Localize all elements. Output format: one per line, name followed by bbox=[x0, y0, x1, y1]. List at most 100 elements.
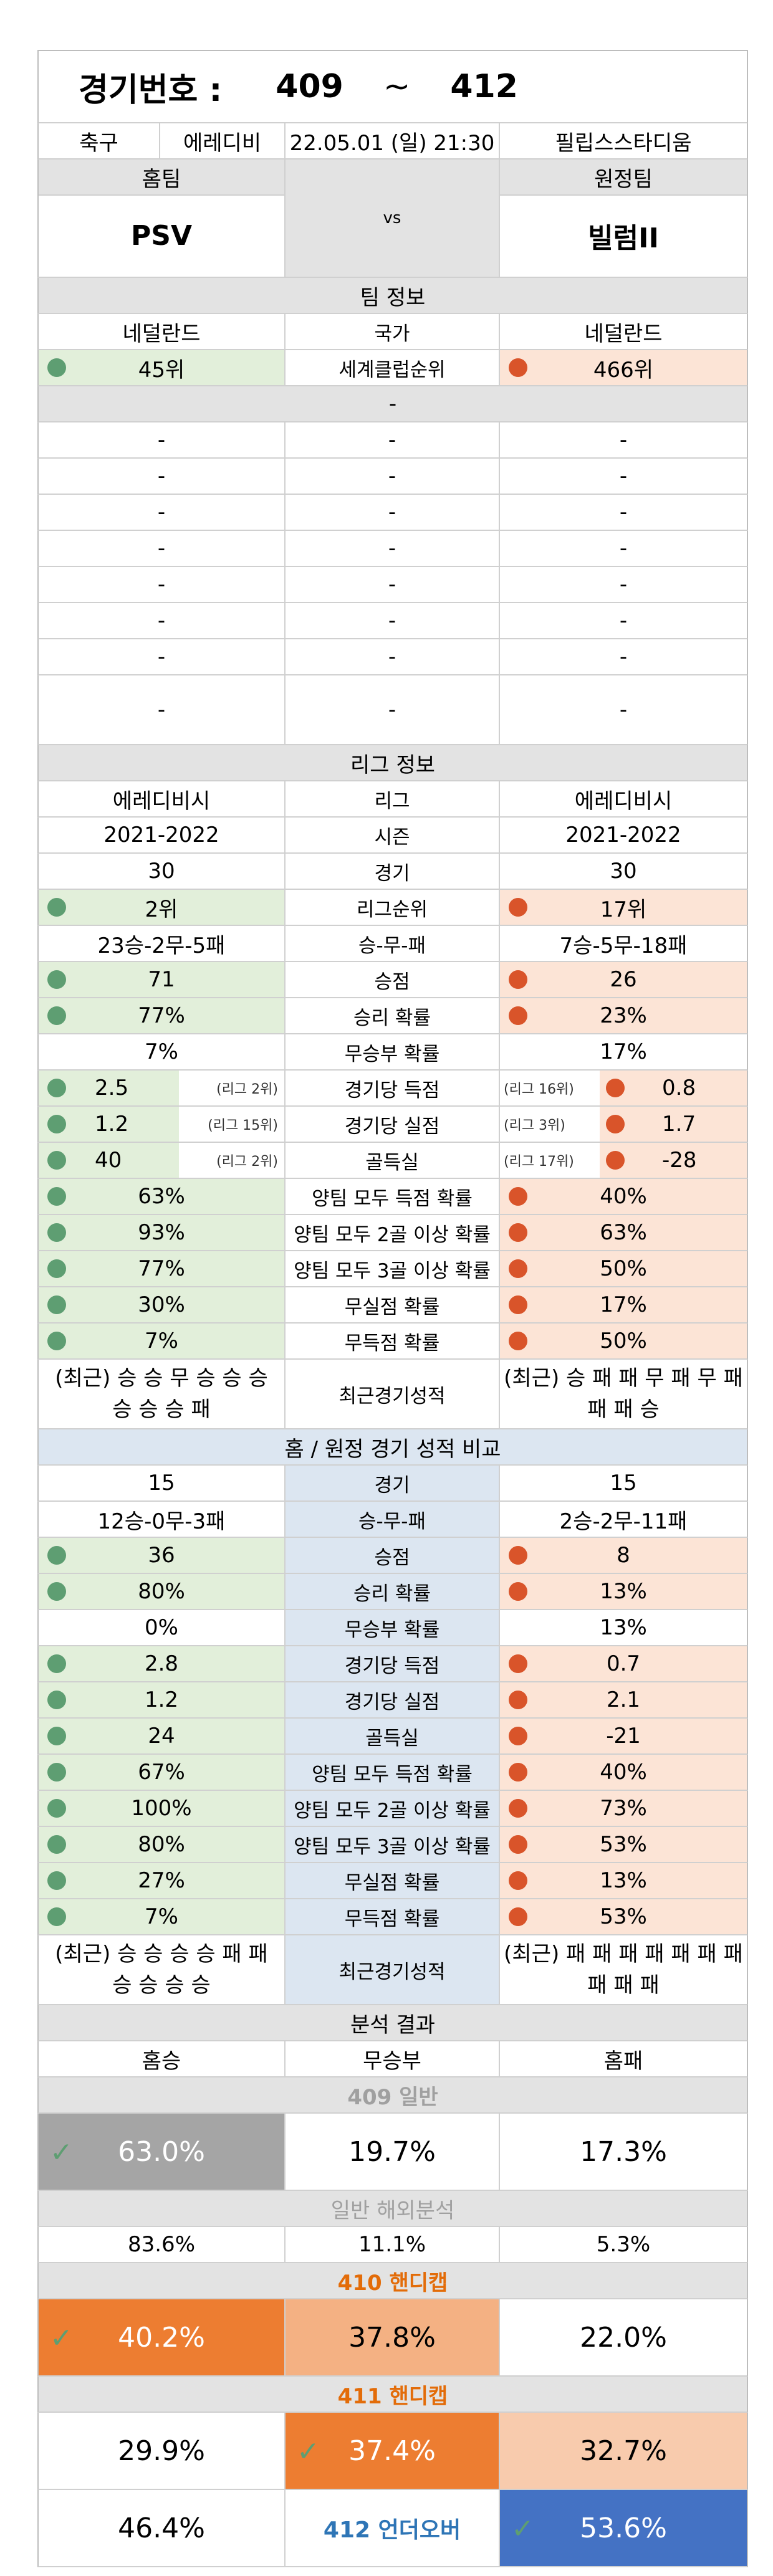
stat-label: 무실점 확률 bbox=[286, 1863, 500, 1898]
away-indicator-dot bbox=[509, 1835, 527, 1854]
away-stat-value: 17위 bbox=[600, 897, 647, 922]
overseas-label-row: 일반 해외분석 bbox=[37, 2191, 748, 2227]
dash-cell: - bbox=[619, 536, 628, 561]
col-draw: 무승부 bbox=[286, 2041, 500, 2076]
stat-label: 리그 bbox=[286, 781, 500, 816]
col-home-loss: 홈패 bbox=[603, 2048, 643, 2074]
league-stat-row: 30 경기 30 bbox=[37, 854, 748, 890]
g409-home-cell: ✓ 63.0% bbox=[39, 2114, 286, 2190]
blank-row: --- bbox=[37, 459, 748, 495]
g411-away: 32.7% bbox=[500, 2413, 747, 2489]
away-stat-value: 50% bbox=[600, 1256, 647, 1281]
ha-recent-row: (최근) 승 승 승 승 패 패 승 승 승 승 최근경기성적 (최근) 패 패… bbox=[37, 1935, 748, 2005]
g410-row: ✓ 40.2% 37.8% 22.0% bbox=[37, 2299, 748, 2377]
g409-away: 17.3% bbox=[580, 2135, 667, 2168]
away-league-rank: (리그 17위) bbox=[504, 1154, 574, 1170]
stat-label: 골득실 bbox=[286, 1143, 500, 1178]
ha-stat-row: 36 승점 8 bbox=[37, 1538, 748, 1574]
dash-cell: - bbox=[39, 603, 286, 638]
home-stat-value: 30 bbox=[148, 859, 175, 884]
analysis-cols-row: 홈승 무승부 홈패 bbox=[37, 2041, 748, 2077]
world-rank-row: 45위 세계클럽순위 466위 bbox=[37, 350, 748, 386]
home-indicator-dot bbox=[47, 1763, 66, 1782]
away-indicator-dot bbox=[509, 1727, 527, 1745]
ha-stat-row: 100% 양팀 모두 2골 이상 확률 73% bbox=[37, 1791, 748, 1827]
away-indicator-dot bbox=[509, 1582, 527, 1601]
home-stat-value: 77% bbox=[138, 1003, 185, 1028]
home-stat-value: 40 bbox=[95, 1148, 122, 1173]
ha-stat-row: 2.8 경기당 득점 0.7 bbox=[37, 1646, 748, 1682]
home-indicator-dot bbox=[47, 1079, 66, 1097]
away-stat-value: 23% bbox=[600, 1003, 647, 1028]
away-stat-value: 17% bbox=[600, 1039, 647, 1064]
stat-label: 경기 bbox=[286, 1466, 500, 1500]
away-stat-cell: 13% bbox=[500, 1574, 747, 1609]
away-stat-value: 8 bbox=[617, 1543, 630, 1568]
dash-cell: - bbox=[286, 675, 500, 744]
stat-label: 경기당 득점 bbox=[286, 1071, 500, 1105]
away-indicator-dot bbox=[509, 1295, 527, 1314]
home-stat-cell: 77% bbox=[39, 1251, 286, 1286]
home-indicator-dot bbox=[47, 1871, 66, 1890]
league-stat-row: 2.5 (리그 2위) 경기당 득점 (리그 16위) 0.8 bbox=[37, 1071, 748, 1107]
away-indicator-dot bbox=[606, 1151, 625, 1170]
away-stat-cell: 50% bbox=[500, 1324, 747, 1358]
away-stat-cell: 2021-2022 bbox=[500, 818, 747, 852]
away-indicator-dot bbox=[509, 1187, 527, 1206]
ha-stat-row: 27% 무실점 확률 13% bbox=[37, 1863, 748, 1899]
league-stat-row: 7% 무승부 확률 17% bbox=[37, 1034, 748, 1071]
g411-draw: 37.4% bbox=[348, 2435, 436, 2467]
dash-cell: - bbox=[286, 422, 500, 457]
dash-cell: - bbox=[286, 639, 500, 674]
away-stat-cell: (리그 3위) 1.7 bbox=[500, 1107, 747, 1142]
g412-label: 412 언더오버 bbox=[286, 2490, 500, 2566]
g412-over-cell: ✓ 53.6% bbox=[500, 2490, 747, 2566]
match-number-tilde: ~ bbox=[383, 68, 411, 105]
home-stat-value: 24 bbox=[148, 1724, 175, 1748]
league-stat-row: 에레디비시 리그 에레디비시 bbox=[37, 781, 748, 818]
home-stat-cell: 12승-0무-3패 bbox=[39, 1502, 286, 1537]
stat-label: 양팀 모두 3골 이상 확률 bbox=[286, 1251, 500, 1286]
away-stat-cell: 17위 bbox=[500, 890, 747, 925]
overseas-draw: 11.1% bbox=[286, 2227, 500, 2262]
home-league-recent-form: (최근) 승 승 무 승 승 승 승 승 승 패 bbox=[39, 1360, 286, 1428]
away-stat-value: 13% bbox=[600, 1579, 647, 1604]
away-stat-cell: 17% bbox=[500, 1034, 747, 1069]
home-stat-cell: 93% bbox=[39, 1215, 286, 1250]
away-stat-value: 40% bbox=[600, 1184, 647, 1209]
home-country: 네덜란드 bbox=[39, 314, 286, 349]
g410-away: 22.0% bbox=[580, 2321, 667, 2354]
home-stat-value: 에레디비시 bbox=[112, 788, 211, 814]
match-number-label: 경기번호 : bbox=[79, 71, 223, 109]
dash-cell: - bbox=[619, 572, 628, 597]
away-stat-cell: 30 bbox=[500, 854, 747, 889]
away-stat-value: 40% bbox=[600, 1760, 647, 1785]
home-stat-value: 80% bbox=[138, 1579, 185, 1604]
match-number-to: 412 bbox=[450, 68, 518, 105]
analysis-header: 분석 결과 bbox=[37, 2005, 748, 2041]
stat-label: 승리 확률 bbox=[286, 998, 500, 1033]
overseas-away: 5.3% bbox=[596, 2232, 651, 2257]
home-stat-cell: 71 bbox=[39, 962, 286, 997]
dash-cell: - bbox=[286, 603, 500, 638]
away-stat-value: 73% bbox=[600, 1796, 647, 1821]
away-indicator-dot bbox=[509, 1332, 527, 1350]
home-stat-value: 36 bbox=[148, 1543, 175, 1568]
home-stat-value: 2.5 bbox=[95, 1076, 129, 1100]
home-ha-recent-form: (최근) 승 승 승 승 패 패 승 승 승 승 bbox=[39, 1935, 286, 2004]
home-stat-value: 0% bbox=[145, 1615, 178, 1640]
blank-row: --- bbox=[37, 531, 748, 567]
home-stat-cell: 80% bbox=[39, 1827, 286, 1862]
g409-label-row: 409 일반 bbox=[37, 2077, 748, 2114]
away-indicator-dot bbox=[509, 1006, 527, 1025]
g410-draw: 37.8% bbox=[286, 2299, 500, 2375]
home-stat-value: 67% bbox=[138, 1760, 185, 1785]
g410-label-row: 410 핸디캡 bbox=[37, 2263, 748, 2299]
away-stat-value: 30 bbox=[610, 859, 637, 884]
league-short: 에레디비 bbox=[160, 123, 286, 158]
stat-label: 승점 bbox=[286, 962, 500, 997]
dash-cell: - bbox=[39, 531, 286, 566]
away-world-rank-cell: 466위 bbox=[500, 350, 747, 385]
g411-label-row: 411 핸디캡 bbox=[37, 2377, 748, 2413]
dash-cell: - bbox=[39, 567, 286, 602]
